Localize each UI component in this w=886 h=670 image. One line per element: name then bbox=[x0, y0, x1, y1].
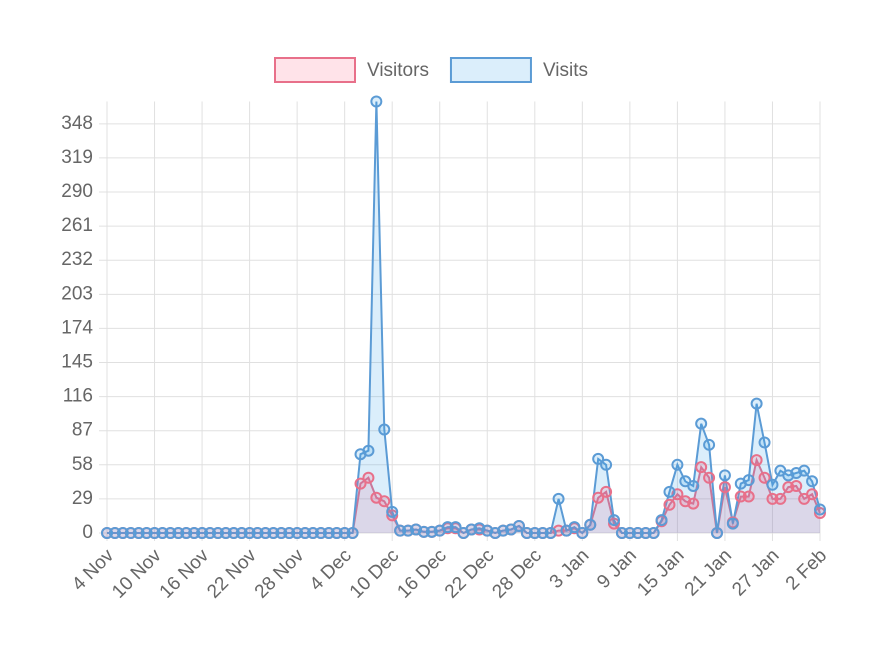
data-point bbox=[378, 495, 391, 508]
y-tick-label: 232 bbox=[61, 249, 93, 270]
data-point bbox=[695, 461, 708, 474]
data-point bbox=[671, 458, 684, 471]
data-point bbox=[687, 479, 700, 492]
data-point bbox=[687, 497, 700, 510]
data-point bbox=[512, 519, 525, 532]
legend-swatch bbox=[274, 57, 356, 83]
data-point bbox=[354, 477, 367, 490]
data-point bbox=[647, 527, 660, 539]
x-tick-label: 2 Feb bbox=[782, 545, 831, 594]
series-area bbox=[107, 101, 820, 533]
y-tick-label: 116 bbox=[63, 386, 93, 407]
x-tick-label: 15 Jan bbox=[633, 545, 688, 600]
legend-label: Visits bbox=[543, 60, 588, 81]
data-point bbox=[718, 469, 731, 482]
x-tick-label: 10 Nov bbox=[108, 545, 166, 603]
data-point bbox=[726, 517, 739, 530]
y-tick-label: 203 bbox=[61, 283, 93, 304]
series-line bbox=[107, 101, 821, 535]
x-tick-label: 27 Jan bbox=[728, 545, 783, 600]
data-point bbox=[576, 527, 589, 539]
data-point bbox=[750, 454, 763, 467]
y-tick-label: 87 bbox=[72, 420, 93, 441]
data-point bbox=[663, 498, 676, 511]
legend-label: Visitors bbox=[367, 60, 429, 81]
x-tick-label: 28 Nov bbox=[251, 545, 309, 603]
data-point bbox=[386, 505, 399, 518]
y-tick-label: 58 bbox=[72, 454, 93, 475]
data-point bbox=[362, 471, 375, 484]
data-point bbox=[703, 471, 716, 484]
data-point bbox=[608, 517, 621, 530]
y-tick-label: 145 bbox=[61, 352, 93, 373]
y-tick-label: 290 bbox=[61, 181, 93, 202]
data-point bbox=[592, 491, 605, 504]
data-point bbox=[600, 485, 613, 498]
data-point bbox=[806, 475, 819, 488]
data-point bbox=[386, 509, 399, 522]
x-tick-label: 22 Dec bbox=[441, 545, 498, 602]
y-tick-label: 29 bbox=[72, 488, 93, 509]
data-point bbox=[703, 438, 716, 451]
x-tick-label: 22 Nov bbox=[203, 545, 261, 603]
y-tick-label: 348 bbox=[61, 113, 93, 134]
data-point bbox=[544, 527, 557, 539]
data-point bbox=[370, 95, 383, 108]
data-point bbox=[790, 479, 803, 492]
y-tick-label: 261 bbox=[61, 215, 93, 236]
data-point bbox=[814, 503, 826, 516]
data-point bbox=[806, 488, 819, 501]
data-point bbox=[584, 518, 597, 531]
data-point bbox=[758, 436, 771, 449]
y-tick-label: 319 bbox=[61, 147, 93, 168]
data-point bbox=[608, 514, 621, 527]
data-point bbox=[663, 485, 676, 498]
data-point bbox=[655, 514, 668, 527]
data-point bbox=[742, 474, 755, 487]
data-point bbox=[449, 521, 462, 534]
data-point bbox=[718, 481, 731, 494]
data-point bbox=[362, 444, 375, 457]
data-point bbox=[798, 464, 811, 477]
data-point bbox=[711, 527, 724, 539]
y-tick-label: 0 bbox=[82, 522, 93, 543]
data-point bbox=[814, 507, 826, 520]
x-tick-label: 16 Dec bbox=[393, 545, 450, 602]
y-tick-label: 174 bbox=[61, 317, 93, 338]
data-point bbox=[600, 458, 613, 471]
x-tick-label: 3 Jan bbox=[546, 545, 594, 593]
legend-swatch bbox=[449, 57, 532, 83]
data-point bbox=[592, 452, 605, 465]
data-point bbox=[695, 417, 708, 430]
data-point bbox=[758, 471, 771, 484]
data-point bbox=[766, 478, 779, 491]
data-point bbox=[378, 423, 391, 436]
data-point bbox=[552, 492, 565, 505]
data-point bbox=[774, 492, 787, 505]
x-tick-label: 10 Dec bbox=[346, 545, 403, 602]
data-point bbox=[742, 490, 755, 503]
data-point bbox=[346, 527, 359, 539]
x-tick-label: 21 Jan bbox=[681, 545, 736, 600]
data-point bbox=[750, 397, 763, 410]
x-tick-label: 28 Dec bbox=[488, 545, 545, 602]
series-area bbox=[107, 460, 820, 533]
x-tick-label: 16 Nov bbox=[156, 545, 214, 603]
data-point bbox=[568, 521, 581, 534]
